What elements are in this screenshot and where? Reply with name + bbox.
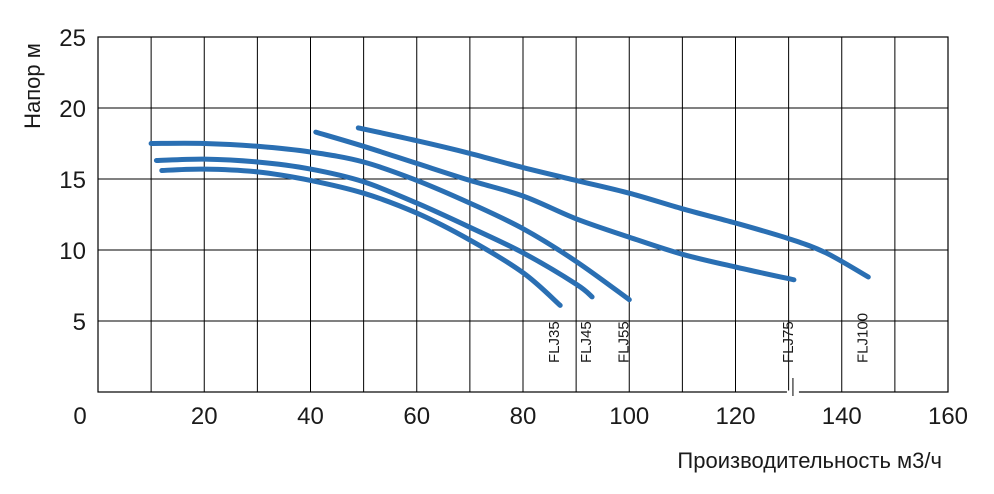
series-line-flj75 (313, 129, 797, 283)
y-axis-ticks: 5 10 15 20 25 (59, 25, 86, 336)
x-tick-label: 80 (510, 403, 537, 430)
series-line-flj55 (148, 140, 632, 303)
series-line-flj100 (355, 125, 871, 280)
series-label-flj100: FLJ100 (854, 313, 871, 363)
y-tick-label: 10 (59, 238, 86, 265)
y-axis-title: Напор м (20, 43, 45, 129)
series-lines (148, 125, 871, 308)
series-label-flj75: FLJ75 (780, 321, 797, 363)
series-label-flj45: FLJ45 (578, 321, 595, 363)
y-tick-label: 5 (73, 309, 86, 336)
series-labels: FLJ35 FLJ45 FLJ55 FLJ75 FLJ100 (546, 313, 871, 396)
x-tick-label: 140 (822, 403, 862, 430)
x-tick-label: 0 (73, 403, 86, 430)
x-tick-label: 40 (297, 403, 324, 430)
x-axis-ticks: 0 20 40 60 80 100 120 140 160 (73, 403, 968, 430)
x-tick-label: 60 (403, 403, 430, 430)
x-tick-label: 120 (715, 403, 755, 430)
x-axis-title: Производительность м3/ч (677, 448, 942, 473)
plot-frame (97, 36, 949, 393)
series-label-flj55: FLJ55 (615, 321, 632, 363)
series-label-flj35: FLJ35 (546, 321, 563, 363)
x-tick-label: 20 (191, 403, 218, 430)
y-tick-label: 20 (59, 96, 86, 123)
grid (97, 36, 949, 393)
series-line-flj35 (159, 166, 563, 308)
x-tick-label: 100 (609, 403, 649, 430)
x-tick-label: 160 (928, 403, 968, 430)
y-tick-label: 25 (59, 25, 86, 52)
y-tick-label: 15 (59, 167, 86, 194)
series-line-flj45 (153, 156, 595, 300)
